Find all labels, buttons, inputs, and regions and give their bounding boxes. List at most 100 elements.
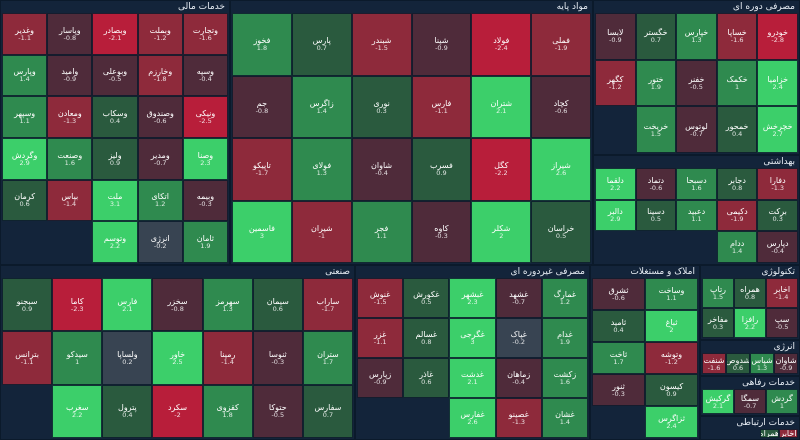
stock-cell[interactable]: ومعادن -1.3 xyxy=(47,96,93,138)
stock-cell[interactable]: بترانس -1.1 xyxy=(2,331,53,385)
stock-cell[interactable]: شیران -1 xyxy=(291,200,352,263)
stock-cell[interactable]: غسالم 0.8 xyxy=(403,318,450,358)
stock-cell[interactable]: ختور 1.9 xyxy=(635,59,677,107)
stock-cell[interactable]: ثشرق -0.6 xyxy=(592,278,645,310)
stock-cell[interactable]: وتوشه -1.2 xyxy=(645,342,698,374)
stock-cell[interactable]: خپارس 1.3 xyxy=(676,13,717,60)
stock-cell[interactable]: سفارس 0.7 xyxy=(302,384,353,438)
stock-cell[interactable]: فولای 1.3 xyxy=(291,138,352,201)
stock-cell[interactable]: خکمک 1 xyxy=(716,59,758,107)
stock-cell[interactable]: همراه 0.8 xyxy=(734,278,766,308)
stock-cell[interactable]: شاوان -0.9 xyxy=(774,353,798,374)
stock-cell[interactable]: ثنور -0.3 xyxy=(592,374,645,406)
stock-cell[interactable]: اخابر xyxy=(778,429,798,438)
stock-cell[interactable]: برکت 0.3 xyxy=(757,199,798,232)
stock-cell[interactable]: کچاد -0.6 xyxy=(531,75,591,138)
stock-cell[interactable]: اخابر -1.4 xyxy=(766,278,798,308)
stock-cell[interactable]: لابسا -0.9 xyxy=(595,13,636,60)
stock-cell[interactable]: کقزوی 1.8 xyxy=(202,384,253,438)
stock-cell[interactable]: ثامان 1.9 xyxy=(182,221,228,263)
stock-cell[interactable]: فجر 1.1 xyxy=(351,200,412,263)
stock-cell[interactable]: ثنوسا -0.3 xyxy=(252,331,303,385)
stock-cell[interactable]: گرکیش 2.1 xyxy=(702,389,734,414)
stock-cell[interactable]: دکیمی -1.9 xyxy=(716,199,758,232)
stock-cell[interactable]: ثزاگرس 2.4 xyxy=(645,406,698,438)
stock-cell[interactable]: غزر -1.1 xyxy=(357,318,404,358)
stock-cell[interactable]: مفاخر 0.3 xyxy=(702,308,734,338)
stock-cell[interactable]: ستران 1.7 xyxy=(302,331,353,385)
stock-cell[interactable]: ملت 3.1 xyxy=(92,179,138,222)
stock-cell[interactable]: نوری 0.3 xyxy=(351,75,412,138)
stock-cell[interactable]: شبندر -1.5 xyxy=(351,13,412,76)
stock-cell[interactable]: انرژی -0.2 xyxy=(137,221,183,263)
stock-cell[interactable]: غپاک -0.2 xyxy=(495,318,542,358)
stock-cell[interactable]: غنوش -1.5 xyxy=(357,278,404,318)
stock-cell[interactable]: گردش 1 xyxy=(766,389,798,414)
stock-cell[interactable]: تاپیکو -1.7 xyxy=(232,138,292,201)
stock-cell[interactable]: وسکاب 0.4 xyxy=(92,96,138,138)
stock-cell[interactable]: شاوان -0.4 xyxy=(351,138,412,201)
stock-cell[interactable]: غکورش 0.5 xyxy=(403,278,450,318)
stock-cell[interactable]: ونیکی -2.5 xyxy=(182,96,228,138)
stock-cell[interactable]: خچرخش 2.7 xyxy=(757,106,798,153)
stock-cell[interactable]: شپاس 1.3 xyxy=(750,353,774,374)
stock-cell[interactable]: اتکای 1.2 xyxy=(137,179,183,222)
stock-cell[interactable]: وسپه -0.4 xyxy=(182,54,228,97)
stock-cell[interactable]: وپارس 1.4 xyxy=(2,54,48,97)
stock-cell[interactable]: وبملت -1.2 xyxy=(137,13,183,55)
stock-cell[interactable]: فخوز 1.8 xyxy=(232,13,292,76)
stock-cell[interactable]: وخارزم -1.8 xyxy=(137,54,183,97)
stock-cell[interactable]: سپ -0.5 xyxy=(766,308,798,338)
stock-cell[interactable]: سهرمز 1.3 xyxy=(202,278,253,332)
stock-cell[interactable]: پترول 0.4 xyxy=(102,384,153,438)
stock-cell[interactable]: سیمان 0.6 xyxy=(252,278,303,332)
stock-cell[interactable]: خاور 2.5 xyxy=(152,331,203,385)
stock-cell[interactable]: غمارگ 1.2 xyxy=(541,278,588,318)
stock-cell[interactable]: وسپهر 1.1 xyxy=(2,96,48,138)
stock-cell[interactable]: خگستر 0.7 xyxy=(635,13,677,60)
stock-cell[interactable]: رافزا 2.2 xyxy=(734,308,766,338)
stock-cell[interactable]: فارس -1.1 xyxy=(411,75,472,138)
stock-cell[interactable]: جم -0.8 xyxy=(232,75,292,138)
stock-cell[interactable]: سخزر -0.8 xyxy=(152,278,203,332)
stock-cell[interactable]: ددام 1.4 xyxy=(716,231,758,263)
stock-cell[interactable]: کگهر -1.2 xyxy=(595,59,636,107)
stock-cell[interactable]: دجابر 0.8 xyxy=(716,168,758,200)
stock-cell[interactable]: خریخت 1.5 xyxy=(635,106,677,153)
stock-cell[interactable]: وبیمه -0.3 xyxy=(182,179,228,222)
stock-cell[interactable]: غدام 1.9 xyxy=(541,318,588,358)
stock-cell[interactable]: دعبید 1.1 xyxy=(676,199,717,232)
stock-cell[interactable]: لوتوس -0.7 xyxy=(676,106,717,153)
stock-cell[interactable]: وصنا 2.3 xyxy=(182,138,228,180)
stock-cell[interactable]: وبصادر -2.1 xyxy=(92,13,138,55)
stock-cell[interactable]: غگرجی 3 xyxy=(449,318,496,358)
stock-cell[interactable]: خساپا -1.6 xyxy=(716,13,758,60)
stock-cell[interactable]: ولساپا 0.2 xyxy=(102,331,153,385)
stock-cell[interactable]: زماهان -0.4 xyxy=(495,358,542,398)
stock-cell[interactable]: غشهد -0.7 xyxy=(495,278,542,318)
stock-cell[interactable]: وساخت 1.1 xyxy=(645,278,698,310)
stock-cell[interactable]: ساراب -1.7 xyxy=(302,278,353,332)
stock-cell[interactable]: غدشت 2.1 xyxy=(449,358,496,398)
stock-cell[interactable]: فولاد -2.4 xyxy=(471,13,532,76)
stock-cell[interactable]: ثاخت 1.7 xyxy=(592,342,645,374)
stock-cell[interactable]: وگردش 2.9 xyxy=(2,138,48,180)
stock-cell[interactable]: وپاسار -0.8 xyxy=(47,13,93,55)
stock-cell[interactable]: سکرد -2 xyxy=(152,384,203,438)
stock-cell[interactable]: دتماد -0.6 xyxy=(635,168,677,200)
stock-cell[interactable]: دفارا -1.3 xyxy=(757,168,798,200)
stock-cell[interactable]: سبجنو 0.9 xyxy=(2,278,53,332)
stock-cell[interactable]: فملی -1.9 xyxy=(531,13,591,76)
stock-cell[interactable]: زکشت 1.6 xyxy=(541,358,588,398)
stock-cell[interactable]: وتوسم 2.2 xyxy=(92,221,138,263)
stock-cell[interactable]: فارس 2.1 xyxy=(102,278,153,332)
stock-cell[interactable]: کاوه -0.3 xyxy=(411,200,472,263)
stock-cell[interactable]: خزامیا 2.4 xyxy=(757,59,798,107)
stock-cell[interactable]: شنفت -1.6 xyxy=(702,353,726,374)
stock-cell[interactable]: غصینو -1.3 xyxy=(495,398,542,438)
stock-cell[interactable]: غشان 1.4 xyxy=(541,398,588,438)
stock-cell[interactable]: زپارس -0.9 xyxy=(357,358,404,398)
stock-cell[interactable]: کگل -2.2 xyxy=(471,138,532,201)
stock-cell[interactable]: کرمان 0.6 xyxy=(2,179,48,222)
stock-cell[interactable]: رمپنا -1.4 xyxy=(202,331,253,385)
